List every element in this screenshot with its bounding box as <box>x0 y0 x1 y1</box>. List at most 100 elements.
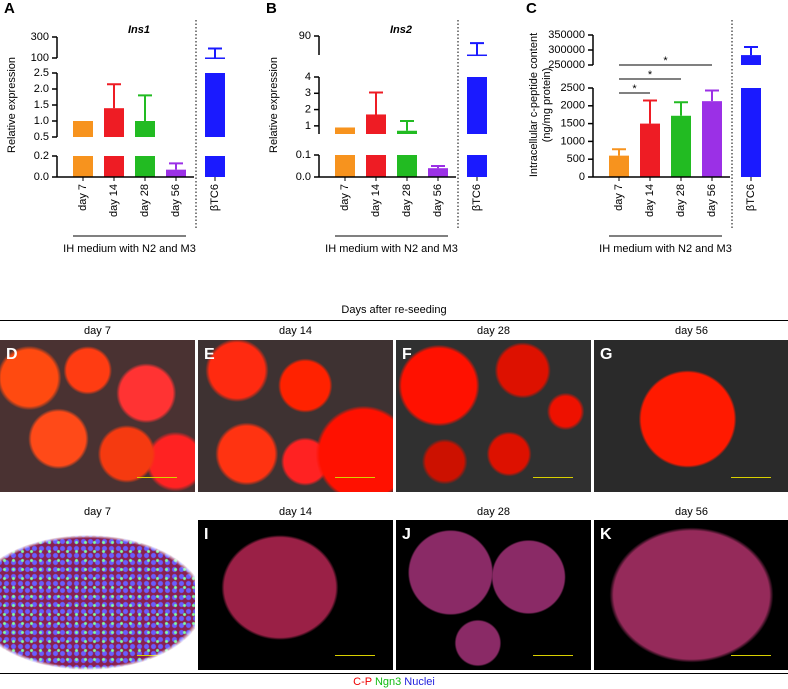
y-tick-label: 1500 <box>561 118 585 130</box>
panel-letter: I <box>204 526 209 543</box>
scale-bar <box>137 655 177 656</box>
bar <box>104 156 124 177</box>
bar <box>73 156 93 177</box>
bar <box>467 54 487 57</box>
error-bar <box>705 89 719 102</box>
bar <box>467 77 487 134</box>
bar <box>702 101 722 177</box>
x-tick-label: βTC6 <box>745 184 757 211</box>
legend: C-P Ngn3 Nuclei <box>0 676 788 688</box>
error-bar <box>431 165 445 169</box>
y-tick-label: 100 <box>31 52 49 64</box>
rule <box>0 673 788 674</box>
panel-letter: H <box>6 526 18 543</box>
panel-letter: J <box>402 526 411 543</box>
bar <box>205 73 225 137</box>
legend-entry: Ngn3 <box>374 676 402 688</box>
bar <box>335 155 355 177</box>
y-tick-label: 0.0 <box>296 171 311 183</box>
bar <box>135 156 155 177</box>
y-tick-label: 1000 <box>561 135 585 147</box>
bar <box>640 123 660 177</box>
bar <box>366 155 386 177</box>
y-tick-label: 300000 <box>548 44 585 56</box>
day-label: day 14 <box>278 506 313 518</box>
significance-label: * <box>648 69 653 81</box>
error-bar <box>400 119 414 131</box>
bar <box>205 57 225 59</box>
x-tick-label: day 14 <box>108 184 120 217</box>
error-bar <box>208 47 222 58</box>
bar <box>73 121 93 137</box>
error-bar <box>612 148 626 156</box>
bar <box>741 55 761 65</box>
significance-label: * <box>663 55 668 67</box>
error-bar <box>169 162 183 170</box>
charts: A Ins1 Relative expression 0.0 0.2 0.5 1.0 1.5 2… <box>4 0 761 255</box>
group-label: IH medium with N2 and M3 <box>325 243 458 255</box>
panel-letter: D <box>6 346 18 363</box>
day-label: day 7 <box>84 506 111 518</box>
day-label: day 28 <box>476 506 511 518</box>
micrograph: G <box>594 340 788 492</box>
legend-entry: Nuclei <box>404 676 435 688</box>
y-tick-label: 250000 <box>548 59 585 71</box>
panel-letter: E <box>204 346 215 363</box>
y-tick-label: 2.0 <box>34 83 49 95</box>
day-label: day 28 <box>476 325 511 337</box>
y-tick-label: 0.5 <box>34 131 49 143</box>
y-tick-label: 0.0 <box>34 171 49 183</box>
bar <box>741 88 761 177</box>
day-label: day 14 <box>278 325 313 337</box>
micrograph: I <box>198 520 393 670</box>
y-axis-title: Intracellular c-peptide content <box>528 33 540 177</box>
x-tick-label: day 56 <box>432 184 444 217</box>
error-bar <box>744 46 758 56</box>
day-label: day 56 <box>674 506 709 518</box>
y-tick-label: 0.2 <box>34 150 49 162</box>
y-tick-label: 1 <box>305 120 311 132</box>
y-tick-label: 90 <box>299 30 311 42</box>
micrograph-frame <box>0 520 195 670</box>
x-tick-label: day 28 <box>401 184 413 217</box>
micrograph: J <box>396 520 591 670</box>
bar <box>397 130 417 134</box>
micrograph: F <box>396 340 591 492</box>
bar <box>467 155 487 177</box>
x-tick-label: day 56 <box>706 184 718 217</box>
micrograph: H <box>0 520 195 670</box>
error-bar <box>138 94 152 121</box>
y-tick-label: 0.1 <box>296 149 311 161</box>
y-axis-title: Relative expression <box>6 57 18 153</box>
scale-bar <box>731 655 771 656</box>
x-tick-label: day 56 <box>170 184 182 217</box>
bar <box>135 121 155 137</box>
day-label: day 7 <box>84 325 111 337</box>
panel-letter: B <box>266 0 277 17</box>
error-bar <box>470 42 484 55</box>
y-tick-label: 500 <box>567 153 585 165</box>
micrograph: K <box>594 520 788 670</box>
x-tick-label: day 28 <box>675 184 687 217</box>
chart-title: Ins2 <box>390 24 412 36</box>
group-label: IH medium with N2 and M3 <box>599 243 732 255</box>
y-tick-label: 2500 <box>561 82 585 94</box>
x-tick-label: day 7 <box>77 184 89 211</box>
panel-letter: A <box>4 0 15 17</box>
bar <box>205 156 225 177</box>
rule <box>0 320 788 321</box>
scale-bar <box>533 655 573 656</box>
y-tick-label: 1.0 <box>34 115 49 127</box>
y-tick-label: 2000 <box>561 100 585 112</box>
bar <box>671 115 691 177</box>
x-tick-label: day 7 <box>613 184 625 211</box>
group-label: IH medium with N2 and M3 <box>63 243 196 255</box>
y-axis-title: (ng/mg protein) <box>541 68 553 143</box>
y-tick-label: 350000 <box>548 29 585 41</box>
x-tick-label: day 28 <box>139 184 151 217</box>
bar <box>104 108 124 137</box>
y-tick-label: 4 <box>305 71 311 83</box>
significance-label: * <box>632 83 637 95</box>
scale-bar <box>533 477 573 478</box>
error-bar <box>643 99 657 124</box>
